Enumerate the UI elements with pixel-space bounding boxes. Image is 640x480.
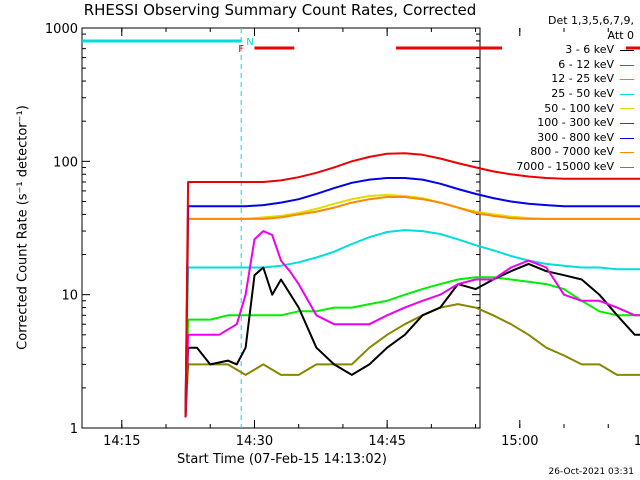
legend-entry-label: 300 - 800 keV [537,130,614,144]
x-tick-label: 14:45 [368,434,405,449]
x-tick-label: 14:30 [236,434,273,449]
flag-n-label: N [246,37,253,48]
chart-legend: Det 1,3,5,6,7,9, Att 0 3 - 6 keV 6 - 12 k… [516,14,634,175]
legend-swatch [620,122,634,124]
x-tick-label: 15:15 [634,434,640,449]
legend-header-line-1: Det 1,3,5,6,7,9, [547,14,634,27]
series-line-25-50-kev [184,229,640,418]
flag-f-label: F [238,44,244,55]
legend-entry-label: 800 - 7000 keV [530,145,614,159]
legend-entry-label: 12 - 25 keV [551,72,614,86]
legend-entry: 7000 - 15000 keV [516,160,634,175]
series-line-50-100-kev [184,193,640,418]
legend-entry: 100 - 300 keV [516,116,634,131]
legend-entry: 3 - 6 keV [516,43,634,58]
y-tick-label: 100 [53,155,78,170]
legend-entry: 800 - 7000 keV [516,145,634,160]
x-axis-label: Start Time (07-Feb-15 14:13:02) [177,452,387,467]
x-tick-label: 15:00 [501,434,538,449]
legend-swatch [620,93,634,95]
series-line-3-6-kev [184,262,640,418]
legend-swatch [620,79,634,81]
legend-header-line-2: Att 0 [607,28,634,42]
legend-swatch [620,166,634,168]
legend-entry-label: 7000 - 15000 keV [516,159,614,173]
legend-entry: 12 - 25 keV [516,72,634,87]
y-tick-label: 1000 [45,22,78,37]
legend-swatch [620,137,634,139]
legend-entry: 6 - 12 keV [516,58,634,73]
legend-entry: 300 - 800 keV [516,131,634,146]
legend-swatch [620,108,634,110]
legend-entry-label: 100 - 300 keV [537,116,614,130]
series-line-6-12-kev [184,230,640,418]
legend-entry: 25 - 50 keV [516,87,634,102]
series-line-7000-15000-kev [184,303,640,418]
plot-frame [81,27,481,429]
legend-swatch [620,49,634,51]
x-tick-label: 14:15 [103,434,140,449]
legend-entry-label: 3 - 6 keV [565,43,614,57]
plot-timestamp: 26-Oct-2021 03:31 [548,467,634,477]
series-line-100-300-kev [184,152,640,418]
y-axis-label: Corrected Count Rate (s⁻¹ detector⁻¹) [15,105,31,350]
series-line-12-25-kev [184,276,640,418]
legend-entry-label: 6 - 12 keV [558,57,614,71]
series-line-300-800-kev [184,177,640,418]
legend-entry: 50 - 100 keV [516,102,634,117]
chart-title: RHESSI Observing Summary Count Rates, Co… [83,1,477,19]
y-tick-label: 1 [70,422,78,437]
legend-swatch [620,64,634,66]
legend-swatch [620,152,634,154]
y-tick-label: 10 [61,289,78,304]
legend-entry-label: 50 - 100 keV [544,101,614,115]
series-line-800-7000-kev [184,196,640,418]
legend-entry-label: 25 - 50 keV [551,86,614,100]
